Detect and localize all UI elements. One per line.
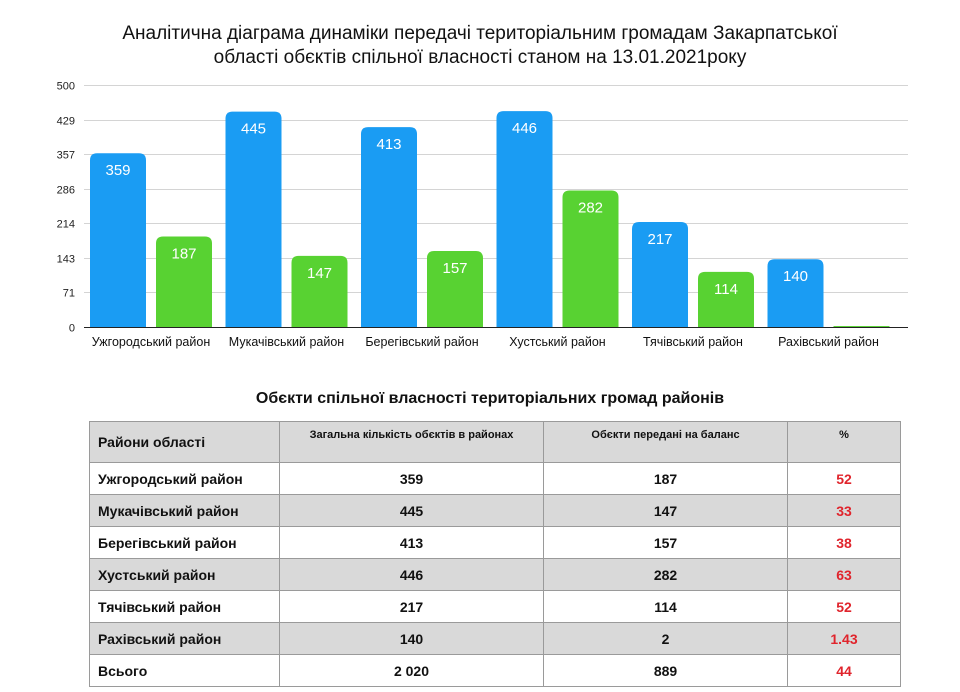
row-total: 217 bbox=[279, 590, 544, 623]
row-transferred: 147 bbox=[543, 494, 788, 527]
x-category-label: Хустський район bbox=[509, 335, 606, 349]
row-district: Тячівський район bbox=[89, 590, 280, 623]
bar-total-label: 217 bbox=[647, 231, 672, 248]
bar-transferred-label: 157 bbox=[442, 260, 467, 277]
chart-title-line-1: Аналітична діаграма динаміки передачі те… bbox=[122, 23, 838, 44]
bar-total-label: 445 bbox=[241, 121, 266, 138]
table-row: Мукачівський район 445 147 33 bbox=[89, 494, 901, 527]
row-percent: 52 bbox=[787, 462, 901, 495]
bar-transferred bbox=[156, 236, 212, 327]
y-tick-label: 357 bbox=[57, 150, 75, 162]
row-percent: 52 bbox=[787, 590, 901, 623]
bar-transferred bbox=[562, 190, 619, 327]
table-row: Ужгородський район 359 187 52 bbox=[89, 462, 901, 495]
row-transferred: 187 bbox=[543, 462, 788, 495]
bar-total-label: 140 bbox=[783, 268, 808, 285]
y-tick-label: 214 bbox=[57, 219, 75, 231]
bar-transferred bbox=[291, 255, 348, 327]
x-category-label: Ужгородський район bbox=[92, 335, 211, 349]
row-district: Хустський район bbox=[89, 558, 280, 591]
bar-chart: 0 71 143 214 286 357 429 500 359 187 Ужгородський … bbox=[57, 81, 908, 349]
row-percent: 63 bbox=[787, 558, 901, 591]
x-category-label: Рахівський район bbox=[778, 335, 879, 349]
x-category-label: Тячівський район bbox=[643, 335, 743, 349]
row-transferred: 2 bbox=[543, 622, 788, 655]
x-category-label: Берегівський район bbox=[365, 335, 478, 349]
row-percent: 1.43 bbox=[787, 622, 901, 655]
bar-total bbox=[90, 153, 146, 327]
header-district: Райони області bbox=[89, 421, 280, 463]
bar-transferred bbox=[698, 271, 754, 327]
table-row: Тячівський район 217 114 52 bbox=[89, 590, 901, 623]
bar-total bbox=[361, 127, 417, 327]
row-total: 445 bbox=[279, 494, 544, 527]
bar-transferred-label: 187 bbox=[171, 245, 196, 262]
row-district: Ужгородський район bbox=[89, 462, 280, 495]
row-total: 413 bbox=[279, 526, 544, 559]
row-percent: 33 bbox=[787, 494, 901, 527]
table-title: Обєкти спільної власності територіальних… bbox=[255, 390, 725, 407]
table-header-row: Райони області Загальна кількість обєкті… bbox=[89, 421, 901, 463]
bar-total bbox=[632, 221, 688, 327]
table-total-row: Всього 2 020 889 44 bbox=[89, 654, 901, 687]
chart-title: Аналітична діаграма динаміки передачі те… bbox=[40, 22, 920, 70]
row-district: Берегівський район bbox=[89, 526, 280, 559]
row-total: 359 bbox=[279, 462, 544, 495]
y-tick-label: 286 bbox=[57, 185, 75, 197]
total-objects: 2 020 bbox=[279, 654, 544, 687]
total-transferred: 889 bbox=[543, 654, 788, 687]
y-tick-label: 429 bbox=[57, 116, 75, 128]
total-percent: 44 bbox=[787, 654, 901, 687]
bar-transferred bbox=[427, 251, 483, 327]
bar-total-label: 359 bbox=[105, 162, 130, 179]
chart-title-line-2: області обєктів спільної власності стано… bbox=[213, 47, 747, 68]
bar-transferred-label: 147 bbox=[307, 265, 332, 282]
districts-table: Райони області Загальна кількість обєкті… bbox=[89, 421, 901, 687]
row-percent: 38 bbox=[787, 526, 901, 559]
y-tick-label: 0 bbox=[69, 323, 75, 335]
table-row: Хустський район 446 282 63 bbox=[89, 558, 901, 591]
bar-total bbox=[767, 259, 824, 327]
total-label: Всього bbox=[89, 654, 280, 687]
row-district: Рахівський район bbox=[89, 622, 280, 655]
y-tick-label: 143 bbox=[57, 254, 75, 266]
header-total: Загальна кількість обєктів в районах bbox=[279, 421, 544, 463]
row-total: 446 bbox=[279, 558, 544, 591]
row-district: Мукачівський район bbox=[89, 494, 280, 527]
y-tick-label: 71 bbox=[63, 288, 75, 300]
header-percent: % bbox=[787, 421, 901, 463]
row-transferred: 282 bbox=[543, 558, 788, 591]
row-transferred: 157 bbox=[543, 526, 788, 559]
table-row: Берегівський район 413 157 38 bbox=[89, 526, 901, 559]
bar-transferred-label: 282 bbox=[578, 200, 603, 217]
header-transferred: Обєкти передані на баланс bbox=[543, 421, 788, 463]
x-category-label: Мукачівський район bbox=[229, 335, 345, 349]
row-total: 140 bbox=[279, 622, 544, 655]
bar-transferred bbox=[833, 326, 890, 327]
bar-total-label: 446 bbox=[512, 120, 537, 137]
bar-total-label: 413 bbox=[376, 136, 401, 153]
y-tick-label: 500 bbox=[57, 81, 75, 93]
row-transferred: 114 bbox=[543, 590, 788, 623]
table-row: Рахівський район 140 2 1.43 bbox=[89, 622, 901, 655]
bar-transferred-label: 114 bbox=[714, 281, 738, 298]
bar-total bbox=[496, 111, 553, 327]
bar-total bbox=[225, 111, 282, 328]
